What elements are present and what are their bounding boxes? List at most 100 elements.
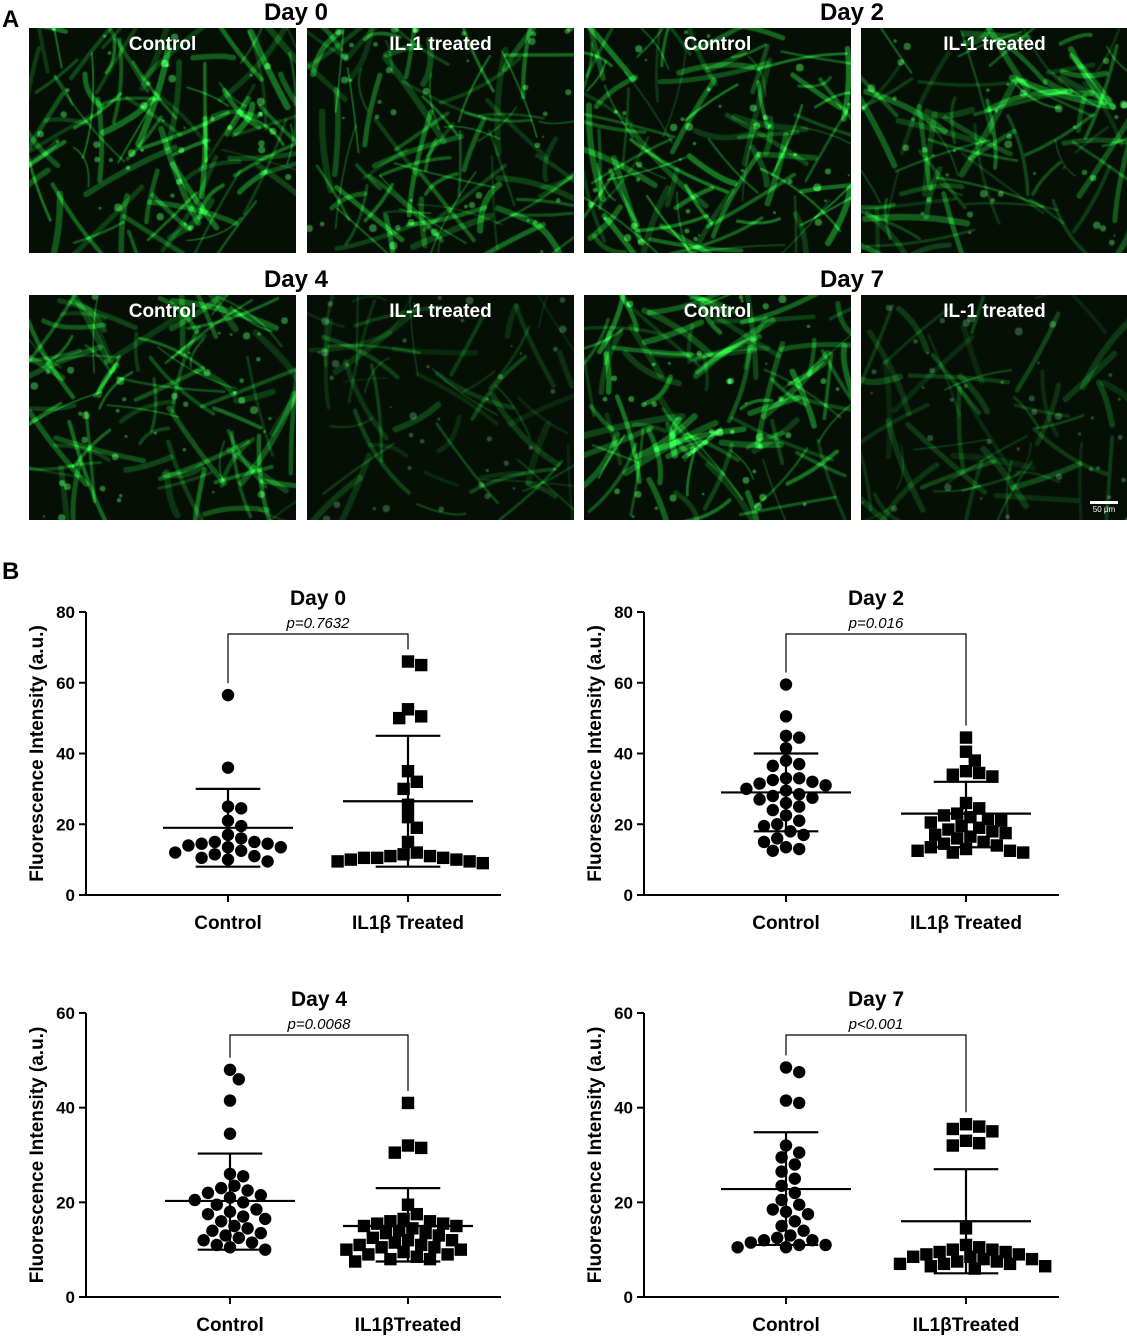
p-value-label: p=0.7632 xyxy=(286,615,351,632)
x-category-label: IL1βTreated xyxy=(355,1315,462,1336)
data-point-square xyxy=(423,849,437,863)
data-point-circle xyxy=(793,1065,806,1079)
data-point-square xyxy=(911,844,924,857)
data-point-circle xyxy=(221,761,235,774)
x-category-label: Control xyxy=(194,913,262,934)
data-point-circle xyxy=(771,832,784,845)
data-point-square xyxy=(1039,1260,1052,1273)
data-point-square xyxy=(1003,844,1017,857)
data-point-square xyxy=(415,658,428,672)
data-point-circle xyxy=(771,1231,784,1245)
data-point-square xyxy=(959,731,973,744)
y-tick-label: 0 xyxy=(66,1288,75,1307)
data-point-circle xyxy=(784,1229,797,1242)
y-tick-label: 0 xyxy=(66,886,75,905)
micrograph-label: IL-1 treated xyxy=(943,301,1046,322)
data-point-circle xyxy=(819,779,832,792)
data-point-circle xyxy=(169,846,182,859)
data-point-circle xyxy=(757,819,771,833)
data-point-circle xyxy=(788,1158,801,1171)
data-point-square xyxy=(397,782,410,796)
y-tick-label: 40 xyxy=(614,745,633,764)
data-point-square xyxy=(959,764,973,778)
data-point-square xyxy=(933,1245,946,1259)
data-point-square xyxy=(432,1229,445,1242)
micrograph-label: IL-1 treated xyxy=(389,301,492,322)
data-point-square xyxy=(973,766,986,780)
data-point-square xyxy=(384,849,397,863)
data-point-square xyxy=(423,1252,437,1266)
data-point-square xyxy=(986,1125,999,1138)
data-point-square xyxy=(946,768,959,781)
data-point-square xyxy=(388,1236,401,1249)
data-point-square xyxy=(397,1245,410,1259)
data-point-square xyxy=(366,1231,379,1245)
data-point-square xyxy=(344,853,357,866)
y-tick-label: 60 xyxy=(614,1004,633,1023)
data-point-square xyxy=(990,839,1003,852)
data-point-circle xyxy=(779,741,793,755)
data-point-circle xyxy=(801,1207,815,1221)
data-point-circle xyxy=(232,1231,245,1245)
data-point-square xyxy=(1025,1252,1039,1266)
data-point-circle xyxy=(223,1094,237,1107)
y-tick-label: 20 xyxy=(56,815,75,834)
data-point-square xyxy=(977,835,990,849)
data-point-circle xyxy=(775,1165,788,1178)
data-point-circle xyxy=(201,1207,215,1221)
micrograph-label: IL-1 treated xyxy=(943,34,1046,55)
chart-title: Day 2 xyxy=(848,587,904,610)
y-tick-label: 20 xyxy=(56,1193,75,1212)
data-point-circle xyxy=(731,1241,744,1254)
data-point-square xyxy=(388,1146,401,1159)
data-point-circle xyxy=(259,1243,272,1256)
data-point-circle xyxy=(757,1234,771,1247)
data-point-square xyxy=(946,846,959,859)
data-point-square xyxy=(920,1248,933,1261)
data-point-square xyxy=(349,1255,362,1268)
data-point-circle xyxy=(788,1215,801,1228)
data-point-circle xyxy=(793,800,806,813)
data-point-square xyxy=(393,1224,406,1237)
data-point-square xyxy=(419,1226,432,1240)
data-point-circle xyxy=(232,1073,245,1086)
x-category-label: IL1β Treated xyxy=(352,913,464,934)
data-point-square xyxy=(973,1136,986,1150)
data-point-square xyxy=(1017,846,1030,859)
data-point-square xyxy=(357,851,371,865)
data-point-circle xyxy=(237,1210,250,1223)
data-point-circle xyxy=(753,793,766,806)
data-point-circle xyxy=(254,1189,267,1202)
data-point-circle xyxy=(779,678,793,691)
data-point-square xyxy=(371,851,384,865)
data-point-circle xyxy=(208,848,221,861)
y-tick-label: 40 xyxy=(56,745,75,764)
data-point-square xyxy=(397,1212,410,1226)
data-point-circle xyxy=(806,791,819,804)
data-point-circle xyxy=(221,688,235,702)
data-point-circle xyxy=(779,841,793,854)
data-point-circle xyxy=(766,803,779,817)
micrograph-label: Control xyxy=(683,301,752,322)
data-point-circle xyxy=(793,757,806,771)
data-point-square xyxy=(959,1134,973,1147)
data-point-circle xyxy=(744,1236,757,1249)
chart-title: Day 4 xyxy=(291,988,347,1011)
data-point-square xyxy=(995,814,1008,827)
micrograph-label: Control xyxy=(683,34,752,55)
data-point-circle xyxy=(766,1203,779,1216)
data-point-circle xyxy=(793,731,806,744)
p-value-label: p=0.0068 xyxy=(287,1016,352,1033)
data-point-square xyxy=(946,1243,959,1256)
data-point-square xyxy=(999,826,1012,840)
chart-title: Day 0 xyxy=(290,587,346,610)
data-point-square xyxy=(937,809,951,822)
data-point-circle xyxy=(274,841,287,854)
data-point-square xyxy=(415,1238,428,1252)
data-point-circle xyxy=(788,1172,801,1185)
data-point-square xyxy=(946,1139,959,1152)
data-point-circle xyxy=(793,1198,806,1211)
data-point-square xyxy=(450,853,463,866)
data-point-square xyxy=(955,819,968,833)
data-point-square xyxy=(463,855,476,868)
